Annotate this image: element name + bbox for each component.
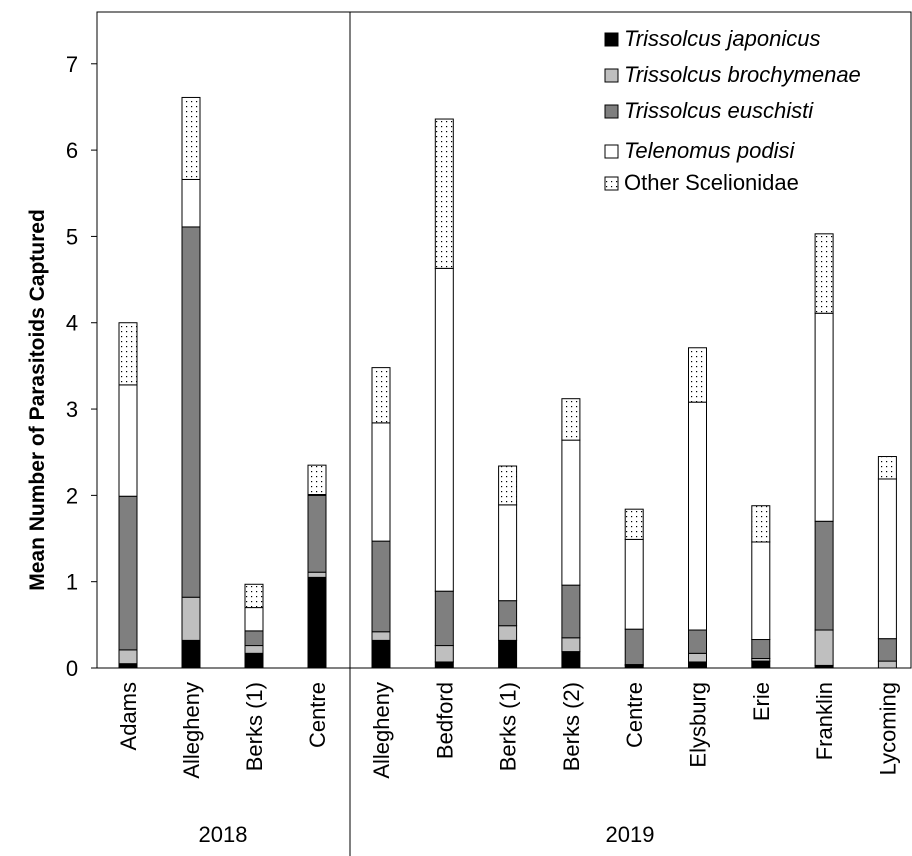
legend-swatch [604,144,619,159]
bar-segment-trissolcus-japonicus [244,652,264,669]
bar-segment-telenomus-podisi [244,607,264,632]
y-tick-label: 7 [66,52,78,77]
bar-segment-trissolcus-brochymenae [244,645,264,654]
bar-segment-trissolcus-brochymenae [877,660,897,669]
bar-segment-trissolcus-brochymenae [498,625,518,641]
bar-segment-trissolcus-euschisti [561,584,581,639]
y-tick-label: 3 [66,397,78,422]
legend-label: Other Scelionidae [624,170,799,195]
y-tick-label: 2 [66,483,78,508]
x-category-label: Franklin [812,682,837,760]
y-tick-label: 6 [66,138,78,163]
x-category-label: Allegheny [179,682,204,779]
bar-segment-trissolcus-euschisti [751,639,771,660]
legend-label: Trissolcus japonicus [624,26,820,51]
bar-segment-other-scelionidae [751,505,771,543]
bar-segment-trissolcus-japonicus [434,661,454,669]
bar-segment-telenomus-podisi [371,422,391,542]
bar-segment-trissolcus-euschisti [814,520,834,631]
bar-segment-trissolcus-euschisti [118,495,138,651]
legend: Trissolcus japonicus Trissolcus brochymen… [604,26,861,195]
y-tick-label: 1 [66,570,78,595]
bar-segment-trissolcus-japonicus [561,651,581,669]
x-category-label: Allegheny [369,682,394,779]
x-category-label: Elysburg [686,682,711,768]
bar-segment-trissolcus-japonicus [751,660,771,669]
bar-segment-other-scelionidae [371,367,391,424]
bar-segment-trissolcus-euschisti [434,590,454,647]
y-tick-label: 0 [66,656,78,681]
bar-segment-trissolcus-euschisti [307,494,327,573]
y-ticks: 0 1 2 3 4 5 6 7 [66,52,97,681]
bar-segment-trissolcus-brochymenae [371,631,391,641]
bar-segment-trissolcus-brochymenae [307,571,327,578]
x-category-label: Berks (1) [242,682,267,771]
bar-segment-other-scelionidae [181,96,201,180]
bar-segment-trissolcus-euschisti [181,226,201,598]
bar-segment-trissolcus-japonicus [498,639,518,669]
bar-segment-trissolcus-brochymenae [561,637,581,653]
x-category-label: Erie [749,682,774,721]
x-category-label: Centre [305,682,330,748]
x-labels: Adams Allegheny Berks (1) Centre Allegheny Be… [116,682,900,779]
bar-segment-telenomus-podisi [181,178,201,228]
bar-segment-telenomus-podisi [751,541,771,641]
bar-segment-other-scelionidae [498,465,518,506]
bar-segment-trissolcus-euschisti [244,630,264,647]
bar-segment-trissolcus-brochymenae [814,629,834,666]
x-category-label: Adams [116,682,141,750]
bar-segment-other-scelionidae [244,583,264,609]
legend-swatch [604,104,619,119]
bar-segment-trissolcus-japonicus [307,576,327,669]
bar-segment-other-scelionidae [434,118,454,269]
bar-segment-other-scelionidae [877,456,897,480]
bar-segment-trissolcus-euschisti [498,600,518,627]
bars [118,96,897,669]
bar-segment-trissolcus-euschisti [688,629,707,654]
bar-segment-telenomus-podisi [624,538,644,630]
bar-segment-trissolcus-brochymenae [688,652,707,663]
bar-segment-trissolcus-japonicus [118,663,138,669]
group-labels: 2018 2019 [199,822,655,847]
bar-segment-telenomus-podisi [688,401,707,631]
legend-swatch [604,32,619,47]
legend-label: Telenomus podisi [624,138,796,163]
bar-segment-telenomus-podisi [877,478,897,640]
bar-segment-trissolcus-brochymenae [181,596,201,641]
bar-segment-telenomus-podisi [434,267,454,592]
bar-segment-trissolcus-brochymenae [118,649,138,665]
bar-segment-trissolcus-brochymenae [434,645,454,663]
bar-segment-trissolcus-japonicus [181,639,201,669]
x-category-label: Berks (1) [496,682,521,771]
bar-segment-other-scelionidae [307,464,327,496]
bar-segment-telenomus-podisi [814,312,834,522]
bar-segment-telenomus-podisi [561,439,581,586]
x-category-label: Bedford [432,682,457,759]
y-tick-label: 4 [66,311,78,336]
bar-segment-trissolcus-euschisti [877,638,897,662]
legend-label: Trissolcus brochymenae [624,62,861,87]
legend-swatch [604,176,619,191]
legend-swatch [604,68,619,83]
group-label: 2019 [606,822,655,847]
bar-segment-other-scelionidae [561,398,581,441]
bar-segment-other-scelionidae [814,233,834,314]
bar-segment-trissolcus-japonicus [688,661,707,669]
bar-segment-trissolcus-euschisti [624,628,644,666]
bar-segment-trissolcus-japonicus [371,639,391,669]
bar-segment-other-scelionidae [118,322,138,386]
x-category-label: Lycoming [875,682,900,775]
legend-label: Trissolcus euschisti [624,98,814,123]
group-label: 2018 [199,822,248,847]
bar-segment-trissolcus-euschisti [371,540,391,633]
x-category-label: Berks (2) [559,682,584,771]
bar-segment-other-scelionidae [688,347,707,403]
y-axis-title: Mean Number of Parasitoids Captured [26,209,49,591]
bar-segment-other-scelionidae [624,508,644,540]
y-tick-label: 5 [66,224,78,249]
bar-segment-telenomus-podisi [118,384,138,497]
bar-segment-telenomus-podisi [498,504,518,602]
x-category-label: Centre [622,682,647,748]
